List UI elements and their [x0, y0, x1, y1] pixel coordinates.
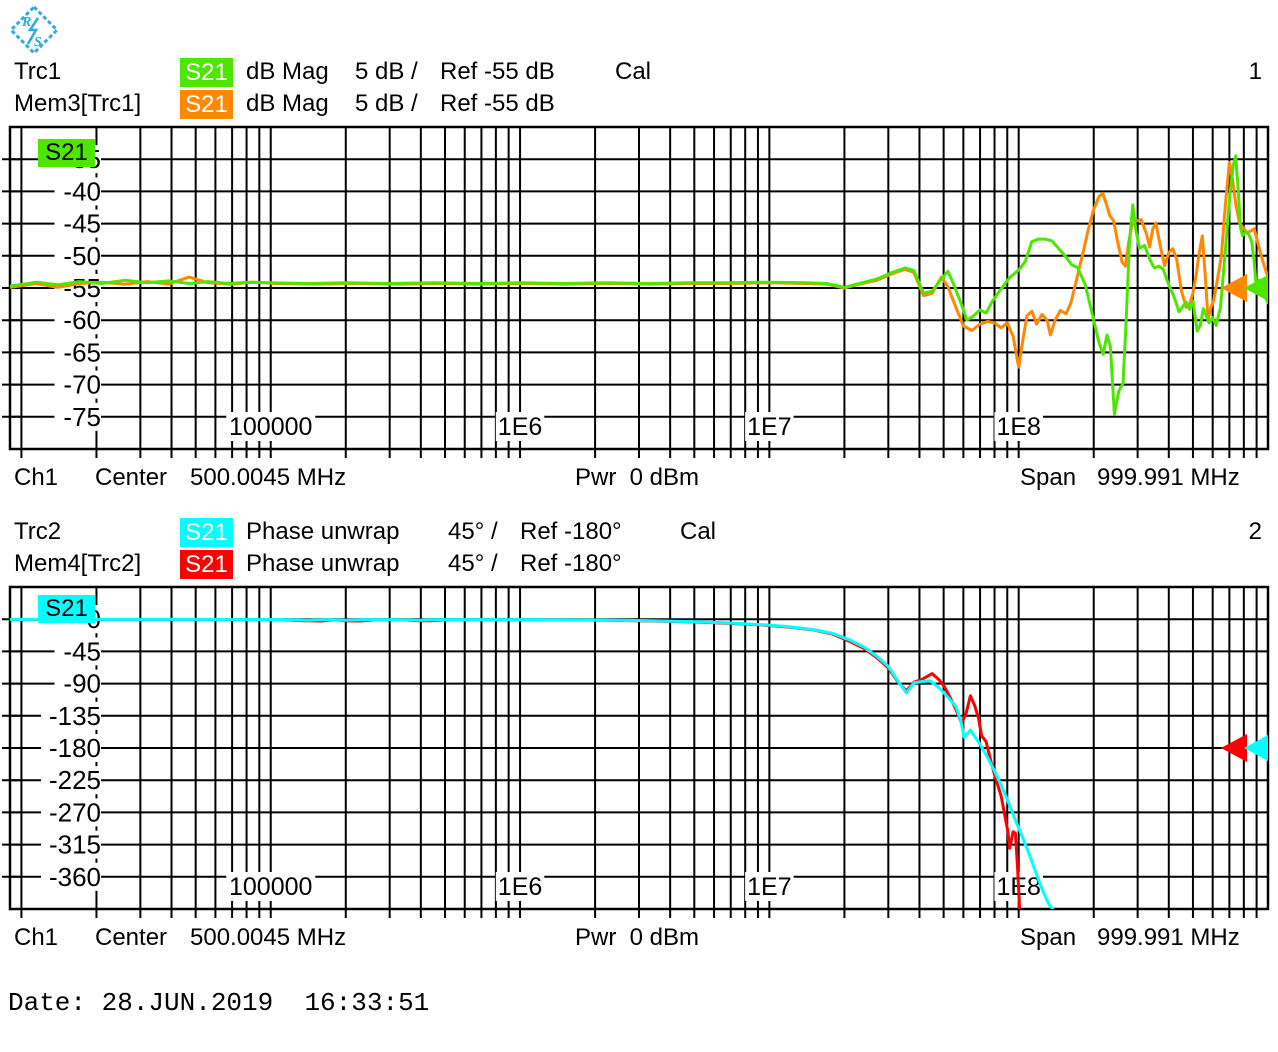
y-tick-label: -70: [63, 370, 101, 400]
y-tick-label: -360: [49, 862, 101, 892]
y-tick-label: -225: [49, 765, 101, 795]
channel-label: Ch1: [14, 464, 59, 491]
mem3-s21-badge[interactable]: S21: [180, 90, 233, 119]
mem4-scale: 45° /: [448, 550, 498, 577]
span-label: Span: [1020, 464, 1077, 491]
trace2-label: Trc2: [14, 518, 62, 545]
channel2-status-row: Ch1 Center 500.0045 MHz Pwr 0 dBm Span 9…: [0, 924, 1278, 954]
y-tick-label: -40: [63, 176, 101, 206]
mag-chart-s21-badge[interactable]: S21: [38, 139, 95, 167]
svg-text:S: S: [34, 35, 42, 50]
y-tick-label: -90: [63, 669, 101, 699]
y-tick-label: -75: [63, 402, 101, 432]
phase-chart-s21-badge[interactable]: S21: [38, 595, 95, 623]
trace2-ref: Ref -180°: [520, 518, 622, 545]
mem3-label: Mem3[Trc1]: [14, 90, 142, 117]
x-tick-label: 100000: [229, 873, 312, 901]
trace2-s21-badge[interactable]: S21: [180, 518, 233, 547]
center-frequency: 500.0045 MHz: [190, 464, 347, 491]
mem4-label: Mem4[Trc2]: [14, 550, 142, 577]
power-level: Pwr 0 dBm: [575, 924, 700, 951]
trace-Trc1: [10, 154, 1268, 416]
x-tick-label: 1E7: [747, 873, 791, 901]
x-tick-label: 1E7: [747, 413, 791, 441]
channel-label: Ch1: [14, 924, 59, 951]
mem4-s21-badge[interactable]: S21: [180, 550, 233, 579]
mem3-scale: 5 dB /: [355, 90, 418, 117]
center-label: Center: [95, 924, 168, 951]
center-label: Center: [95, 464, 168, 491]
diagram1-number: 1: [1248, 58, 1262, 85]
channel1-status-row: Ch1 Center 500.0045 MHz Pwr 0 dBm Span 9…: [0, 464, 1278, 494]
ref-level-marker-trace-icon: [1244, 735, 1268, 761]
y-tick-label: -135: [49, 701, 101, 731]
trace1-label: Trc1: [14, 58, 62, 85]
trace2-header-row: Trc2 S21 Phase unwrap 45° / Ref -180° Ca…: [0, 518, 1278, 548]
grid: [2, 127, 1268, 458]
power-level: Pwr 0 dBm: [575, 464, 700, 491]
trace1-scale: 5 dB /: [355, 58, 418, 85]
trace-Mem4[Trc2]: [10, 618, 1022, 909]
y-tick-label: -55: [63, 273, 101, 303]
x-tick-label: 100000: [229, 413, 312, 441]
rohde-schwarz-logo-icon: R S: [8, 4, 60, 56]
svg-text:R: R: [21, 15, 31, 30]
x-tick-label: 1E8: [996, 413, 1040, 441]
y-tick-label: -45: [63, 209, 101, 239]
trace1-header-row: Trc1 S21 dB Mag 5 dB / Ref -55 dB Cal 1: [0, 58, 1278, 88]
ref-level-marker-memory-icon: [1221, 734, 1247, 762]
trace2-cal: Cal: [680, 518, 717, 545]
trace-Trc2: [10, 617, 1055, 909]
y-tick-label: -60: [63, 305, 101, 335]
y-tick-label: -65: [63, 337, 101, 367]
trace1-cal: Cal: [615, 58, 652, 85]
trace2-scale: 45° /: [448, 518, 498, 545]
grid: [2, 587, 1268, 918]
trace2-format: Phase unwrap: [246, 518, 400, 545]
trace1-format: dB Mag: [246, 58, 329, 85]
mem3-format: dB Mag: [246, 90, 329, 117]
mem4-format: Phase unwrap: [246, 550, 400, 577]
trace1-s21-badge[interactable]: S21: [180, 58, 233, 87]
mem4-header-row: Mem4[Trc2] S21 Phase unwrap 45° / Ref -1…: [0, 550, 1278, 580]
trace1-ref: Ref -55 dB: [440, 58, 555, 85]
x-tick-label: 1E6: [498, 413, 542, 441]
mem3-ref: Ref -55 dB: [440, 90, 555, 117]
mem4-ref: Ref -180°: [520, 550, 622, 577]
y-tick-label: -45: [63, 636, 101, 666]
y-tick-label: -180: [49, 733, 101, 763]
center-frequency: 500.0045 MHz: [190, 924, 347, 951]
mem3-header-row: Mem3[Trc1] S21 dB Mag 5 dB / Ref -55 dB: [0, 90, 1278, 120]
y-tick-label: -315: [49, 830, 101, 860]
y-tick-label: -50: [63, 241, 101, 271]
span-value: 999.991 MHz: [1097, 924, 1240, 951]
datetime-stamp: Date: 28.JUN.2019 16:33:51: [8, 988, 430, 1018]
ref-level-marker-trace-icon: [1244, 275, 1268, 301]
span-label: Span: [1020, 924, 1077, 951]
x-tick-label: 1E6: [498, 873, 542, 901]
ref-level-marker-memory-icon: [1221, 274, 1247, 302]
span-value: 999.991 MHz: [1097, 464, 1240, 491]
diagram2-number: 2: [1248, 518, 1262, 545]
y-tick-label: -270: [49, 797, 101, 827]
